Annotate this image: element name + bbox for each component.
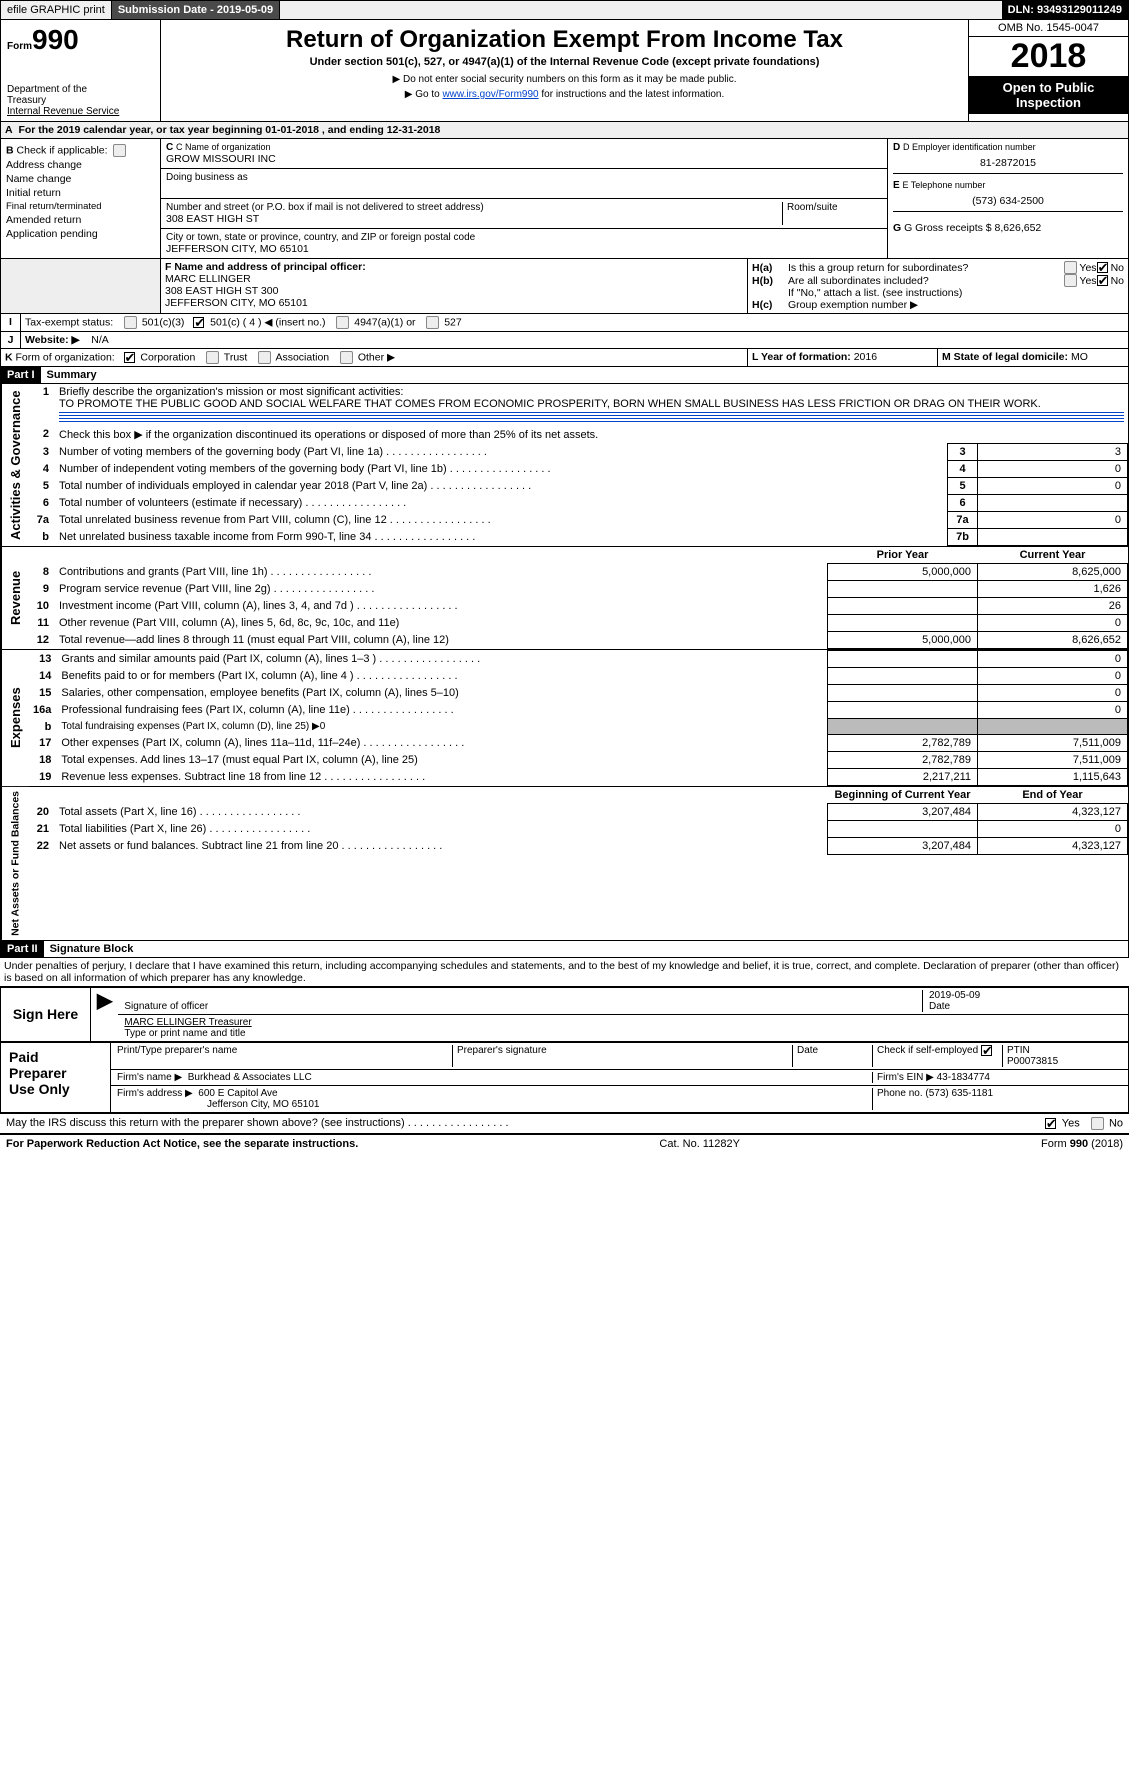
form-sub3: ▶ Go to www.irs.gov/Form990 for instruct… — [167, 89, 962, 100]
arrow-icon: ▶ — [91, 988, 118, 1041]
part-ii-header: Part II Signature Block — [0, 941, 1129, 958]
dln: DLN: 93493129011249 — [1002, 1, 1128, 19]
revenue-section: Revenue Prior YearCurrent Year 8Contribu… — [0, 547, 1129, 650]
section-d: D D Employer identification number 81-28… — [888, 139, 1128, 258]
phone: (573) 634-2500 — [893, 195, 1123, 207]
checkbox-icon[interactable] — [206, 351, 219, 364]
checkbox-checked-icon[interactable] — [1045, 1118, 1056, 1129]
footer-row: For Paperwork Reduction Act Notice, see … — [0, 1133, 1129, 1153]
part-i-header: Part I Summary — [0, 367, 1129, 384]
checkbox-icon[interactable] — [336, 316, 349, 329]
checkbox-icon[interactable] — [113, 144, 126, 157]
form-sub1: Under section 501(c), 527, or 4947(a)(1)… — [167, 56, 962, 68]
net-assets-section: Net Assets or Fund Balances Beginning of… — [0, 787, 1129, 941]
dept-line3: Internal Revenue Service — [7, 106, 154, 117]
org-street: 308 EAST HIGH ST — [166, 213, 782, 225]
dept-line1: Department of the — [7, 84, 154, 95]
checkbox-icon[interactable] — [1064, 274, 1077, 287]
firm-name: Burkhead & Associates LLC — [188, 1072, 312, 1083]
penalty-statement: Under penalties of perjury, I declare th… — [0, 958, 1129, 986]
line-a: A For the 2019 calendar year, or tax yea… — [0, 122, 1129, 139]
form-sub2: ▶ Do not enter social security numbers o… — [167, 74, 962, 85]
checkbox-icon[interactable] — [426, 316, 439, 329]
side-label-net: Net Assets or Fund Balances — [1, 787, 29, 940]
irs-link[interactable]: www.irs.gov/Form990 — [442, 89, 538, 100]
discuss-row: May the IRS discuss this return with the… — [0, 1113, 1129, 1133]
checkbox-icon[interactable] — [1091, 1117, 1104, 1130]
side-label-revenue: Revenue — [1, 547, 29, 649]
checkbox-checked-icon[interactable] — [124, 352, 135, 363]
checkbox-icon[interactable] — [340, 351, 353, 364]
line-i: I Tax-exempt status: 501(c)(3) 501(c) ( … — [0, 314, 1129, 332]
mission-text: TO PROMOTE THE PUBLIC GOOD AND SOCIAL WE… — [59, 398, 1041, 410]
expenses-section: Expenses 13Grants and similar amounts pa… — [0, 650, 1129, 787]
officer-group-block: F Name and address of principal officer:… — [0, 259, 1129, 314]
side-label-activities: Activities & Governance — [1, 384, 29, 546]
checkbox-checked-icon[interactable] — [1097, 262, 1108, 273]
section-b: B Check if applicable: Address change Na… — [1, 139, 161, 258]
website: N/A — [91, 334, 109, 346]
ein: 81-2872015 — [893, 157, 1123, 169]
form-prefix: Form — [7, 41, 32, 52]
form-number: 990 — [32, 24, 79, 55]
submission-date: Submission Date - 2019-05-09 — [112, 1, 280, 19]
sign-here-block: Sign Here ▶ Signature of officer 2019-05… — [0, 986, 1129, 1042]
checkbox-checked-icon[interactable] — [981, 1045, 992, 1056]
form-header: Form990 Department of the Treasury Inter… — [0, 20, 1129, 122]
activities-governance: Activities & Governance 1 Briefly descri… — [0, 384, 1129, 547]
line-k: K Form of organization: Corporation Trus… — [0, 349, 1129, 367]
org-name: GROW MISSOURI INC — [166, 153, 882, 165]
org-city: JEFFERSON CITY, MO 65101 — [166, 243, 882, 255]
side-label-expenses: Expenses — [1, 650, 29, 786]
omb-number: OMB No. 1545-0047 — [969, 20, 1128, 37]
dept-line2: Treasury — [7, 95, 154, 106]
checkbox-checked-icon[interactable] — [1097, 275, 1108, 286]
org-info-block: B Check if applicable: Address change Na… — [0, 139, 1129, 259]
checkbox-icon[interactable] — [258, 351, 271, 364]
sign-here-label: Sign Here — [1, 988, 91, 1041]
efile-label: efile GRAPHIC print — [1, 1, 112, 19]
officer-name: MARC ELLINGER — [165, 273, 743, 285]
gross-receipts: 8,626,652 — [995, 222, 1042, 234]
checkbox-icon[interactable] — [1064, 261, 1077, 274]
open-to-public: Open to Public Inspection — [969, 76, 1128, 114]
form-title: Return of Organization Exempt From Incom… — [167, 26, 962, 54]
section-c: C C Name of organization GROW MISSOURI I… — [161, 139, 888, 258]
tax-year: 2018 — [969, 37, 1128, 76]
topbar: efile GRAPHIC print Submission Date - 20… — [0, 0, 1129, 20]
officer-signature: MARC ELLINGER Treasurer — [124, 1017, 251, 1028]
paid-preparer-block: Paid Preparer Use Only Print/Type prepar… — [0, 1042, 1129, 1113]
checkbox-checked-icon[interactable] — [193, 317, 204, 328]
checkbox-icon[interactable] — [124, 316, 137, 329]
line-j: J Website: ▶ N/A — [0, 332, 1129, 349]
